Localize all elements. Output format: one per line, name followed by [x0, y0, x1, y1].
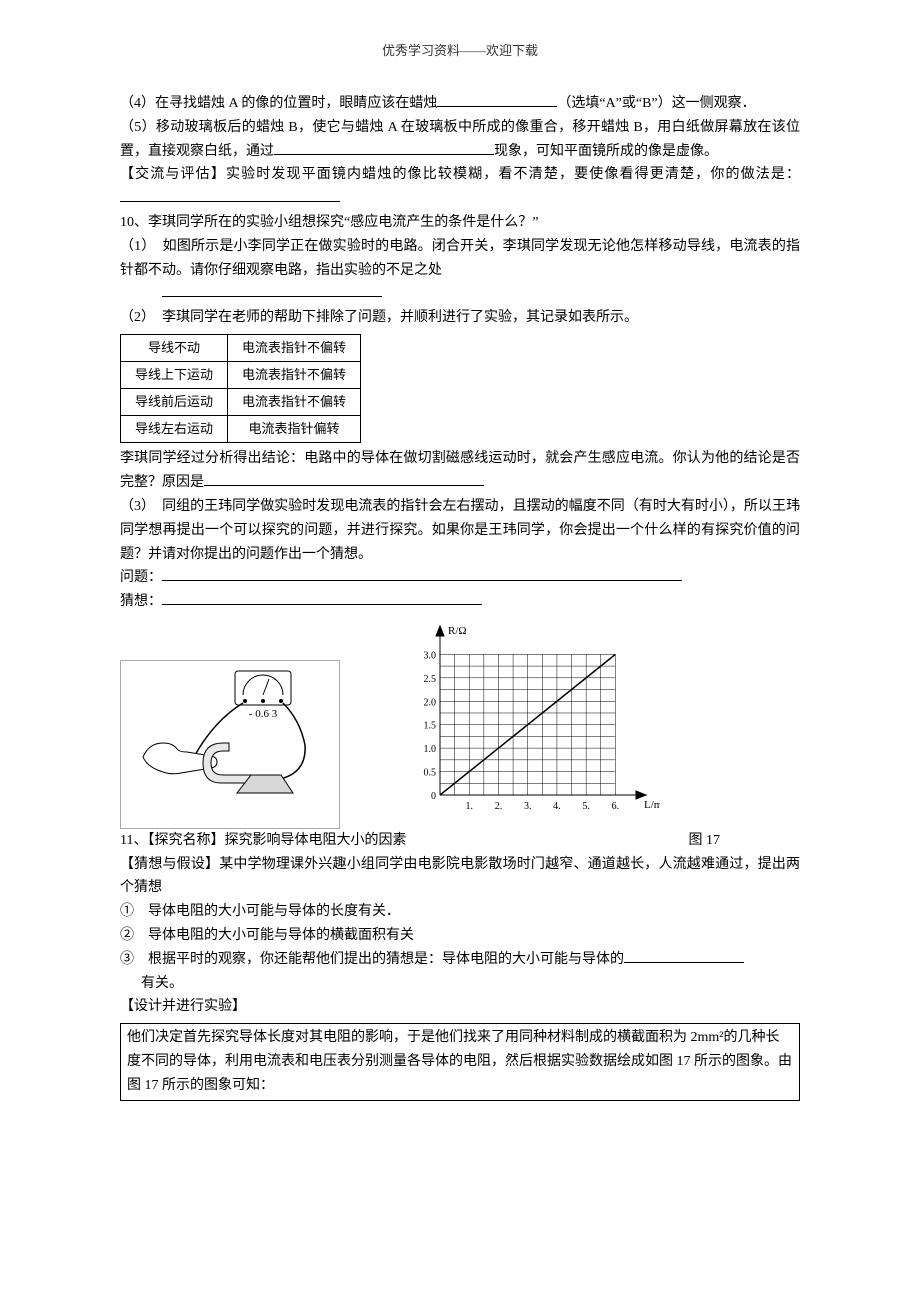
cell: 导线左右运动 [121, 416, 228, 443]
q10-p1-blank-row [120, 282, 800, 306]
page-header: 优秀学习资料——欢迎下载 [120, 40, 800, 62]
q5-t2: 现象，可知平面镜所成的像是虚像。 [494, 144, 718, 159]
q5-blank[interactable] [274, 140, 494, 155]
q10-guess-row: 猜想： [120, 590, 800, 614]
q4-blank[interactable] [437, 92, 557, 107]
observation-table: 导线不动 电流表指针不偏转 导线上下运动 电流表指针不偏转 导线前后运动 电流表… [120, 334, 361, 443]
q11-h3b: 有关。 [120, 972, 800, 996]
svg-text:0: 0 [431, 791, 436, 802]
circuit-svg: - 0.6 3 [125, 665, 335, 815]
table-row: 导线前后运动 电流表指针不偏转 [121, 389, 361, 416]
table-row: 导线不动 电流表指针不偏转 [121, 335, 361, 362]
figure-row: - 0.6 3 R/Ω L/m [120, 620, 800, 829]
exchange-blank[interactable] [120, 187, 340, 202]
q4-text: （4）在寻找蜡烛 A 的像的位置时，眼睛应该在蜡烛 （选填“A”或“B”）这一侧观… [120, 92, 800, 116]
after-figure-row: 11、【探究名称】探究影响导体电阻大小的因素 图 17 [120, 829, 800, 853]
q10-concl: 李琪同学经过分析得出结论：电路中的导体在做切割磁感线运动时，就会产生感应电流。你… [120, 447, 800, 495]
q10-question-blank[interactable] [162, 566, 682, 581]
circuit-figure: - 0.6 3 [120, 660, 340, 829]
q4-suffix: （选填“A”或“B”）这一侧观察． [557, 96, 755, 111]
y-ticks: 0 0.5 1.0 1.5 2.0 2.5 3.0 [424, 650, 437, 802]
exchange-text: 【交流与评估】实验时发现平面镜内蜡烛的像比较模糊，看不清楚，要使像看得更清楚，你… [120, 163, 800, 211]
q5-text: （5）移动玻璃板后的蜡烛 B，使它与蜡烛 A 在玻璃板中所成的像重合，移开蜡烛 … [120, 116, 800, 164]
q10-p1: （1） 如图所示是小李同学正在做实验时的电路。闭合开关，李琪同学发现无论他怎样移… [120, 235, 800, 283]
table-row: 导线左右运动 电流表指针偏转 [121, 416, 361, 443]
svg-text:2.: 2. [495, 801, 503, 812]
svg-text:6.: 6. [612, 801, 620, 812]
q10-p1-blank[interactable] [162, 282, 382, 297]
q11-h2: ② 导体电阻的大小可能与导体的横截面积有关 [120, 924, 800, 948]
exchange-t1: 【交流与评估】实验时发现平面镜内蜡烛的像比较模糊，看不清楚，要使像看得更清楚，你… [120, 167, 800, 182]
x-axis-label: L/m [644, 799, 660, 811]
q10-concl-blank[interactable] [204, 471, 484, 486]
cell: 电流表指针不偏转 [228, 335, 361, 362]
q11-h3: ③ 根据平时的观察，你还能帮他们提出的猜想是：导体电阻的大小可能与导体的 [120, 948, 800, 972]
q10-qlabel: 问题： [120, 570, 162, 585]
q10-p2: （2） 李琪同学在老师的帮助下排除了问题，并顺利进行了实验，其记录如表所示。 [120, 306, 800, 330]
svg-text:2.5: 2.5 [424, 674, 437, 685]
q11-h3-blank[interactable] [624, 948, 744, 963]
q10-guess-blank[interactable] [162, 590, 482, 605]
cell: 电流表指针偏转 [228, 416, 361, 443]
q10-question-row: 问题： [120, 566, 800, 590]
svg-text:3.: 3. [524, 801, 532, 812]
ammeter-scale: - 0.6 3 [249, 708, 278, 720]
y-axis-label: R/Ω [448, 625, 467, 637]
q11-design-head: 【设计并进行实验】 [120, 995, 800, 1019]
q11-h3a: ③ 根据平时的观察，你还能帮他们提出的猜想是：导体电阻的大小可能与导体的 [120, 952, 624, 967]
q10-glabel: 猜想： [120, 594, 162, 609]
svg-text:5.: 5. [582, 801, 590, 812]
x-ticks: 1. 2. 3. 4. 5. 6. [465, 801, 619, 812]
cell: 导线前后运动 [121, 389, 228, 416]
svg-text:1.5: 1.5 [424, 721, 437, 732]
svg-text:3.0: 3.0 [424, 650, 437, 661]
chart-svg: R/Ω L/m 0 0.5 1.0 1.5 2.0 2.5 3.0 1. 2. 3. 4. 5. 6. [400, 620, 660, 820]
page: 优秀学习资料——欢迎下载 （4）在寻找蜡烛 A 的像的位置时，眼睛应该在蜡烛 （选… [0, 0, 920, 1161]
cell: 导线不动 [121, 335, 228, 362]
q10-intro: 10、李琪同学所在的实验小组想探究“感应电流产生的条件是什么？” [120, 211, 800, 235]
svg-text:0.5: 0.5 [424, 768, 437, 779]
svg-text:1.: 1. [465, 801, 473, 812]
q10-p3: （3） 同组的王玮同学做实验时发现电流表的指针会左右摆动，且摆动的幅度不同（有时… [120, 495, 800, 566]
design-box: 他们决定首先探究导体长度对其电阻的影响，于是他们找来了用同种材料制成的横截面积为… [120, 1023, 800, 1100]
table-row: 导线上下运动 电流表指针不偏转 [121, 362, 361, 389]
q11-h1: ① 导体电阻的大小可能与导体的长度有关． [120, 900, 800, 924]
cell: 电流表指针不偏转 [228, 362, 361, 389]
chart-caption: 图 17 [689, 829, 801, 853]
svg-text:4.: 4. [553, 801, 561, 812]
resistance-chart: R/Ω L/m 0 0.5 1.0 1.5 2.0 2.5 3.0 1. 2. 3. 4. 5. 6. [400, 620, 660, 829]
q11-hyp-head: 【猜想与假设】某中学物理课外兴趣小组同学由电影院电影散场时门越窄、通道越长，人流… [120, 853, 800, 901]
q4-prefix: （4）在寻找蜡烛 A 的像的位置时，眼睛应该在蜡烛 [120, 96, 437, 111]
q11-title: 11、【探究名称】探究影响导体电阻大小的因素 [120, 829, 406, 853]
q10-p1-text: （1） 如图所示是小李同学正在做实验时的电路。闭合开关，李琪同学发现无论他怎样移… [120, 239, 800, 278]
svg-text:1.0: 1.0 [424, 744, 437, 755]
q11-design-body: 他们决定首先探究导体长度对其电阻的影响，于是他们找来了用同种材料制成的横截面积为… [127, 1026, 793, 1097]
svg-text:2.0: 2.0 [424, 697, 437, 708]
cell: 导线上下运动 [121, 362, 228, 389]
cell: 电流表指针不偏转 [228, 389, 361, 416]
